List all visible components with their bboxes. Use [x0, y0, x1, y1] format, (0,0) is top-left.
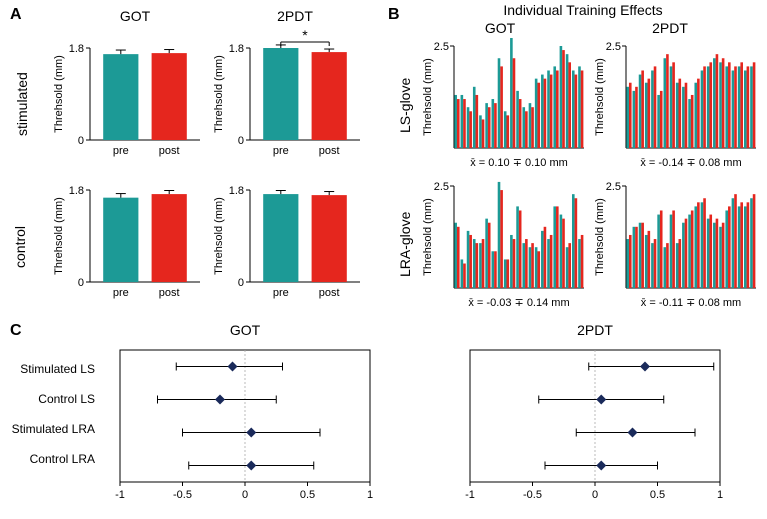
svg-text:post: post	[159, 287, 180, 299]
svg-text:x̄ = -0.14 ∓ 0.08 mm: x̄ = -0.14 ∓ 0.08 mm	[640, 157, 741, 169]
svg-text:*: *	[302, 30, 308, 43]
c-col1: 2PDT	[470, 322, 720, 338]
svg-text:0.5: 0.5	[300, 489, 315, 501]
svg-text:x̄ = 0.10 ∓ 0.10 mm: x̄ = 0.10 ∓ 0.10 mm	[470, 157, 568, 169]
svg-text:0.5: 0.5	[650, 489, 665, 501]
svg-text:Threhsold (mm): Threhsold (mm)	[594, 58, 606, 136]
b-row0: LS-glove	[397, 63, 413, 133]
svg-text:Threhsold (mm): Threhsold (mm)	[53, 197, 65, 275]
svg-text:post: post	[159, 145, 180, 157]
a-row0: stimulated	[14, 56, 30, 136]
svg-text:1: 1	[717, 489, 723, 501]
svg-text:Threhsold (mm): Threhsold (mm)	[53, 55, 65, 133]
svg-text:1.8: 1.8	[229, 43, 244, 55]
c-chart-1: -1 -0.5 0 0.5 1	[450, 340, 740, 510]
svg-text:0: 0	[242, 489, 248, 501]
svg-text:-1: -1	[465, 489, 475, 501]
svg-text:1.8: 1.8	[69, 185, 84, 197]
svg-text:pre: pre	[113, 145, 129, 157]
svg-text:x̄ = -0.11 ∓ 0.08 mm: x̄ = -0.11 ∓ 0.08 mm	[641, 297, 741, 309]
svg-text:0: 0	[78, 277, 84, 289]
svg-text:0: 0	[238, 135, 244, 147]
svg-text:Threhsold (mm): Threhsold (mm)	[213, 55, 225, 133]
a-col0: GOT	[65, 8, 205, 24]
a-row1: control	[12, 208, 28, 268]
svg-text:0: 0	[78, 135, 84, 147]
svg-text:2.5: 2.5	[434, 181, 449, 193]
b-title: Individual Training Effects	[408, 2, 758, 18]
a-chart-00: 0 1.8 Threhsold (mm) pre post	[50, 30, 210, 170]
b-chart-10: 2.5Threhsold (mm) x̄ = -0.03 ∓ 0.14 mm	[420, 178, 588, 318]
c-row1: Control LS	[0, 392, 95, 406]
a-col1: 2PDT	[225, 8, 365, 24]
a-chart-01: 0 1.8 Threhsold (mm) pre post *	[210, 30, 370, 170]
b-chart-01: 2.5Threhsold (mm) x̄ = -0.14 ∓ 0.08 mm	[592, 38, 760, 178]
svg-text:pre: pre	[273, 145, 289, 157]
svg-text:Threhsold (mm): Threhsold (mm)	[594, 198, 606, 276]
svg-text:pre: pre	[273, 287, 289, 299]
svg-text:2.5: 2.5	[606, 181, 621, 193]
svg-text:0: 0	[592, 489, 598, 501]
panel-a-label: A	[10, 6, 22, 24]
c-row2: Stimulated LRA	[0, 422, 95, 436]
c-row3: Control LRA	[0, 452, 95, 466]
a-chart-11: 0 1.8 Threhsold (mm) pre post	[210, 172, 370, 312]
panel-c-label: C	[10, 322, 22, 340]
c-row0: Stimulated LS	[0, 362, 95, 376]
b-chart-00: 2.5Threhsold (mm) x̄ = 0.10 ∓ 0.10 mm	[420, 38, 588, 178]
svg-text:post: post	[319, 287, 340, 299]
svg-text:1.8: 1.8	[229, 185, 244, 197]
c-chart-0: -1 -0.5 0 0.5 1	[100, 340, 390, 510]
b-col0: GOT	[430, 20, 570, 36]
svg-text:Threhsold (mm): Threhsold (mm)	[213, 197, 225, 275]
svg-text:2.5: 2.5	[606, 41, 621, 53]
b-col1: 2PDT	[600, 20, 740, 36]
svg-text:2.5: 2.5	[434, 41, 449, 53]
c-col0: GOT	[120, 322, 370, 338]
svg-text:pre: pre	[113, 287, 129, 299]
svg-text:post: post	[319, 145, 340, 157]
svg-text:-1: -1	[115, 489, 125, 501]
svg-text:0: 0	[238, 277, 244, 289]
b-chart-11: 2.5Threhsold (mm) x̄ = -0.11 ∓ 0.08 mm	[592, 178, 760, 318]
svg-text:1: 1	[367, 489, 373, 501]
svg-text:x̄ = -0.03 ∓ 0.14 mm: x̄ = -0.03 ∓ 0.14 mm	[468, 297, 569, 309]
b-row1: LRA-glove	[397, 199, 413, 277]
panel-b-label: B	[388, 6, 400, 24]
a-chart-10: 0 1.8 Threhsold (mm) pre post	[50, 172, 210, 312]
svg-text:-0.5: -0.5	[173, 489, 192, 501]
svg-text:Threhsold (mm): Threhsold (mm)	[422, 58, 434, 136]
svg-text:Threhsold (mm): Threhsold (mm)	[422, 198, 434, 276]
svg-text:-0.5: -0.5	[523, 489, 542, 501]
svg-text:1.8: 1.8	[69, 43, 84, 55]
